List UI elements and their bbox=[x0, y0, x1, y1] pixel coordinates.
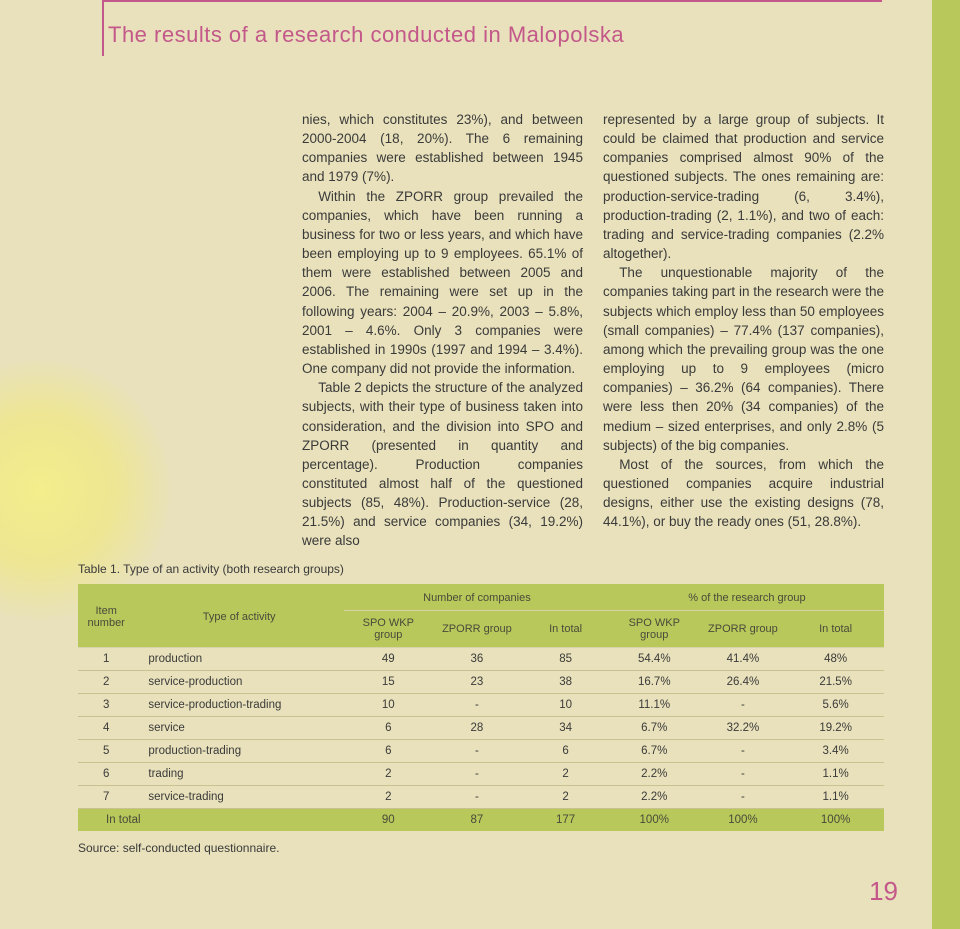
th-ptotal: In total bbox=[787, 611, 884, 648]
cell: 6 bbox=[344, 717, 433, 740]
table-row: 6trading2-22.2%-1.1% bbox=[78, 763, 884, 786]
para: represented by a large group of subjects… bbox=[603, 110, 884, 263]
cell: production-trading bbox=[134, 740, 344, 763]
cell: 34 bbox=[521, 717, 610, 740]
cell: service-production bbox=[134, 671, 344, 694]
body-columns: nies, which constitutes 23%), and betwee… bbox=[302, 110, 884, 551]
cell: - bbox=[433, 786, 522, 809]
th-item: Item number bbox=[78, 584, 134, 648]
side-accent bbox=[932, 0, 960, 929]
cell: 4 bbox=[78, 717, 134, 740]
cell: 23 bbox=[433, 671, 522, 694]
para: nies, which constitutes 23%), and betwee… bbox=[302, 110, 583, 187]
cell: 3.4% bbox=[787, 740, 884, 763]
th-num: Number of companies bbox=[344, 584, 610, 611]
cell: 38 bbox=[521, 671, 610, 694]
column-1: nies, which constitutes 23%), and betwee… bbox=[302, 110, 583, 551]
cell: 41.4% bbox=[699, 648, 788, 671]
cell: - bbox=[433, 740, 522, 763]
cell: - bbox=[699, 786, 788, 809]
cell: 11.1% bbox=[610, 694, 699, 717]
cell: 100% bbox=[699, 809, 788, 832]
table-row: 2service-production15233816.7%26.4%21.5% bbox=[78, 671, 884, 694]
cell: 7 bbox=[78, 786, 134, 809]
cell: 10 bbox=[521, 694, 610, 717]
cell: service-trading bbox=[134, 786, 344, 809]
cell: 26.4% bbox=[699, 671, 788, 694]
cell: 10 bbox=[344, 694, 433, 717]
th-zporr: ZPORR group bbox=[433, 611, 522, 648]
cell: 90 bbox=[344, 809, 433, 832]
cell: 36 bbox=[433, 648, 522, 671]
cell: - bbox=[433, 694, 522, 717]
cell: service-production-trading bbox=[134, 694, 344, 717]
cell: 6 bbox=[344, 740, 433, 763]
cell: 5.6% bbox=[787, 694, 884, 717]
cell: 6 bbox=[521, 740, 610, 763]
cell: 21.5% bbox=[787, 671, 884, 694]
cell: 5 bbox=[78, 740, 134, 763]
page-number: 19 bbox=[869, 876, 898, 907]
cell: 6.7% bbox=[610, 717, 699, 740]
para: Most of the sources, from which the ques… bbox=[603, 455, 884, 532]
table-total-row: In total9087177100%100%100% bbox=[78, 809, 884, 832]
th-type: Type of activity bbox=[134, 584, 344, 648]
table-1: Table 1. Type of an activity (both resea… bbox=[78, 562, 884, 855]
cell: 2.2% bbox=[610, 786, 699, 809]
column-2: represented by a large group of subjects… bbox=[603, 110, 884, 551]
cell: 16.7% bbox=[610, 671, 699, 694]
para: The unquestionable majority of the compa… bbox=[603, 263, 884, 455]
cell: 1 bbox=[78, 648, 134, 671]
cell: 32.2% bbox=[699, 717, 788, 740]
cell: 2 bbox=[521, 786, 610, 809]
table-row: 4service628346.7%32.2%19.2% bbox=[78, 717, 884, 740]
cell: trading bbox=[134, 763, 344, 786]
cell: - bbox=[433, 763, 522, 786]
cell: 6.7% bbox=[610, 740, 699, 763]
cell: 2 bbox=[78, 671, 134, 694]
th-pct: % of the research group bbox=[610, 584, 884, 611]
cell: 100% bbox=[610, 809, 699, 832]
cell: production bbox=[134, 648, 344, 671]
cell: service bbox=[134, 717, 344, 740]
cell: 85 bbox=[521, 648, 610, 671]
table-row: 5production-trading6-66.7%-3.4% bbox=[78, 740, 884, 763]
page-title: The results of a research conducted in M… bbox=[108, 22, 624, 48]
th-total: In total bbox=[521, 611, 610, 648]
cell: 49 bbox=[344, 648, 433, 671]
cell: 2 bbox=[344, 786, 433, 809]
cell: 2.2% bbox=[610, 763, 699, 786]
cell: 2 bbox=[521, 763, 610, 786]
cell: 28 bbox=[433, 717, 522, 740]
cell: 177 bbox=[521, 809, 610, 832]
cell: 87 bbox=[433, 809, 522, 832]
table-row: 3service-production-trading10-1011.1%-5.… bbox=[78, 694, 884, 717]
table-source: Source: self-conducted questionnaire. bbox=[78, 841, 884, 855]
cell: - bbox=[699, 763, 788, 786]
cell: In total bbox=[78, 809, 344, 832]
table-caption: Table 1. Type of an activity (both resea… bbox=[78, 562, 884, 576]
cell: 15 bbox=[344, 671, 433, 694]
th-pzporr: ZPORR group bbox=[699, 611, 788, 648]
cell: - bbox=[699, 740, 788, 763]
cell: 3 bbox=[78, 694, 134, 717]
cell: 6 bbox=[78, 763, 134, 786]
para: Within the ZPORR group prevailed the com… bbox=[302, 187, 583, 379]
cell: 1.1% bbox=[787, 786, 884, 809]
table-row: 1production49368554.4%41.4%48% bbox=[78, 648, 884, 671]
cell: 100% bbox=[787, 809, 884, 832]
cell: - bbox=[699, 694, 788, 717]
cell: 1.1% bbox=[787, 763, 884, 786]
table-row: 7service-trading2-22.2%-1.1% bbox=[78, 786, 884, 809]
cell: 19.2% bbox=[787, 717, 884, 740]
cell: 54.4% bbox=[610, 648, 699, 671]
cell: 2 bbox=[344, 763, 433, 786]
activity-table: Item number Type of activity Number of c… bbox=[78, 584, 884, 831]
cell: 48% bbox=[787, 648, 884, 671]
th-pspo: SPO WKP group bbox=[610, 611, 699, 648]
para: Table 2 depicts the structure of the ana… bbox=[302, 378, 583, 550]
th-spo: SPO WKP group bbox=[344, 611, 433, 648]
